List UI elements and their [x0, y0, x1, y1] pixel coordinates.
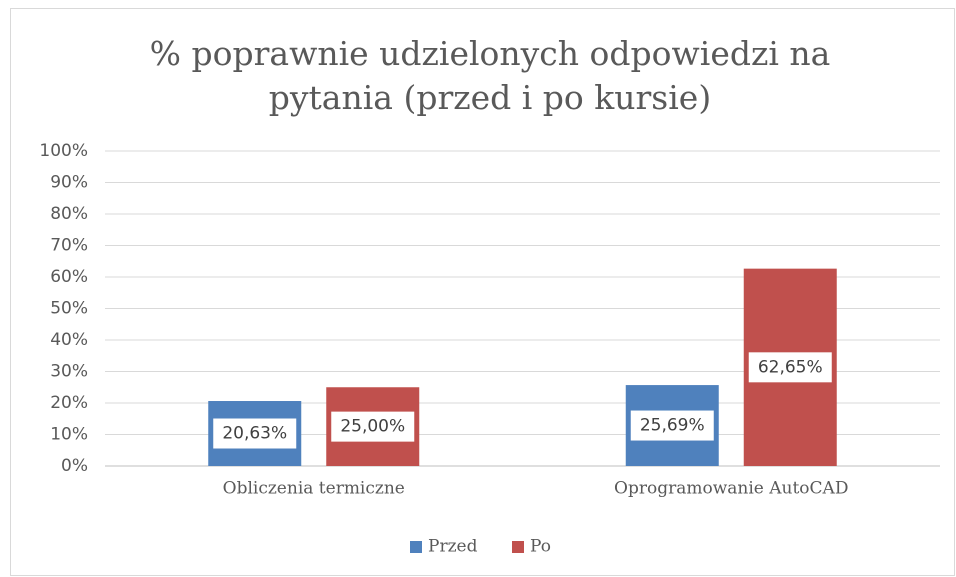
chart-title: pytania (przed i po kursie) [269, 78, 711, 117]
legend-label: Przed [428, 537, 478, 557]
x-tick-label: Oprogramowanie AutoCAD [614, 479, 848, 499]
value-label-box [630, 410, 714, 441]
value-label-box [213, 418, 297, 449]
legend-swatch [410, 541, 422, 553]
value-label-box [748, 352, 832, 383]
y-tick-label: 30% [50, 362, 88, 382]
value-label: 25,00% [340, 417, 405, 437]
y-tick-label: 10% [50, 425, 88, 445]
y-tick-label: 100% [39, 141, 88, 161]
y-tick-label: 80% [50, 204, 88, 224]
value-label: 25,69% [640, 416, 705, 436]
y-tick-label: 70% [50, 236, 88, 256]
chart-title: % poprawnie udzielonych odpowiedzi na [150, 34, 831, 73]
y-tick-label: 90% [50, 173, 88, 193]
value-label: 20,63% [222, 424, 287, 444]
y-tick-label: 20% [50, 393, 88, 413]
value-label: 62,65% [758, 357, 823, 377]
y-tick-label: 40% [50, 330, 88, 350]
legend-swatch [512, 541, 524, 553]
x-tick-label: Obliczenia termiczne [223, 479, 405, 499]
y-tick-label: 60% [50, 267, 88, 287]
y-tick-label: 0% [61, 456, 88, 476]
y-tick-label: 50% [50, 299, 88, 319]
value-label-box [331, 411, 415, 442]
legend-label: Po [530, 537, 551, 557]
